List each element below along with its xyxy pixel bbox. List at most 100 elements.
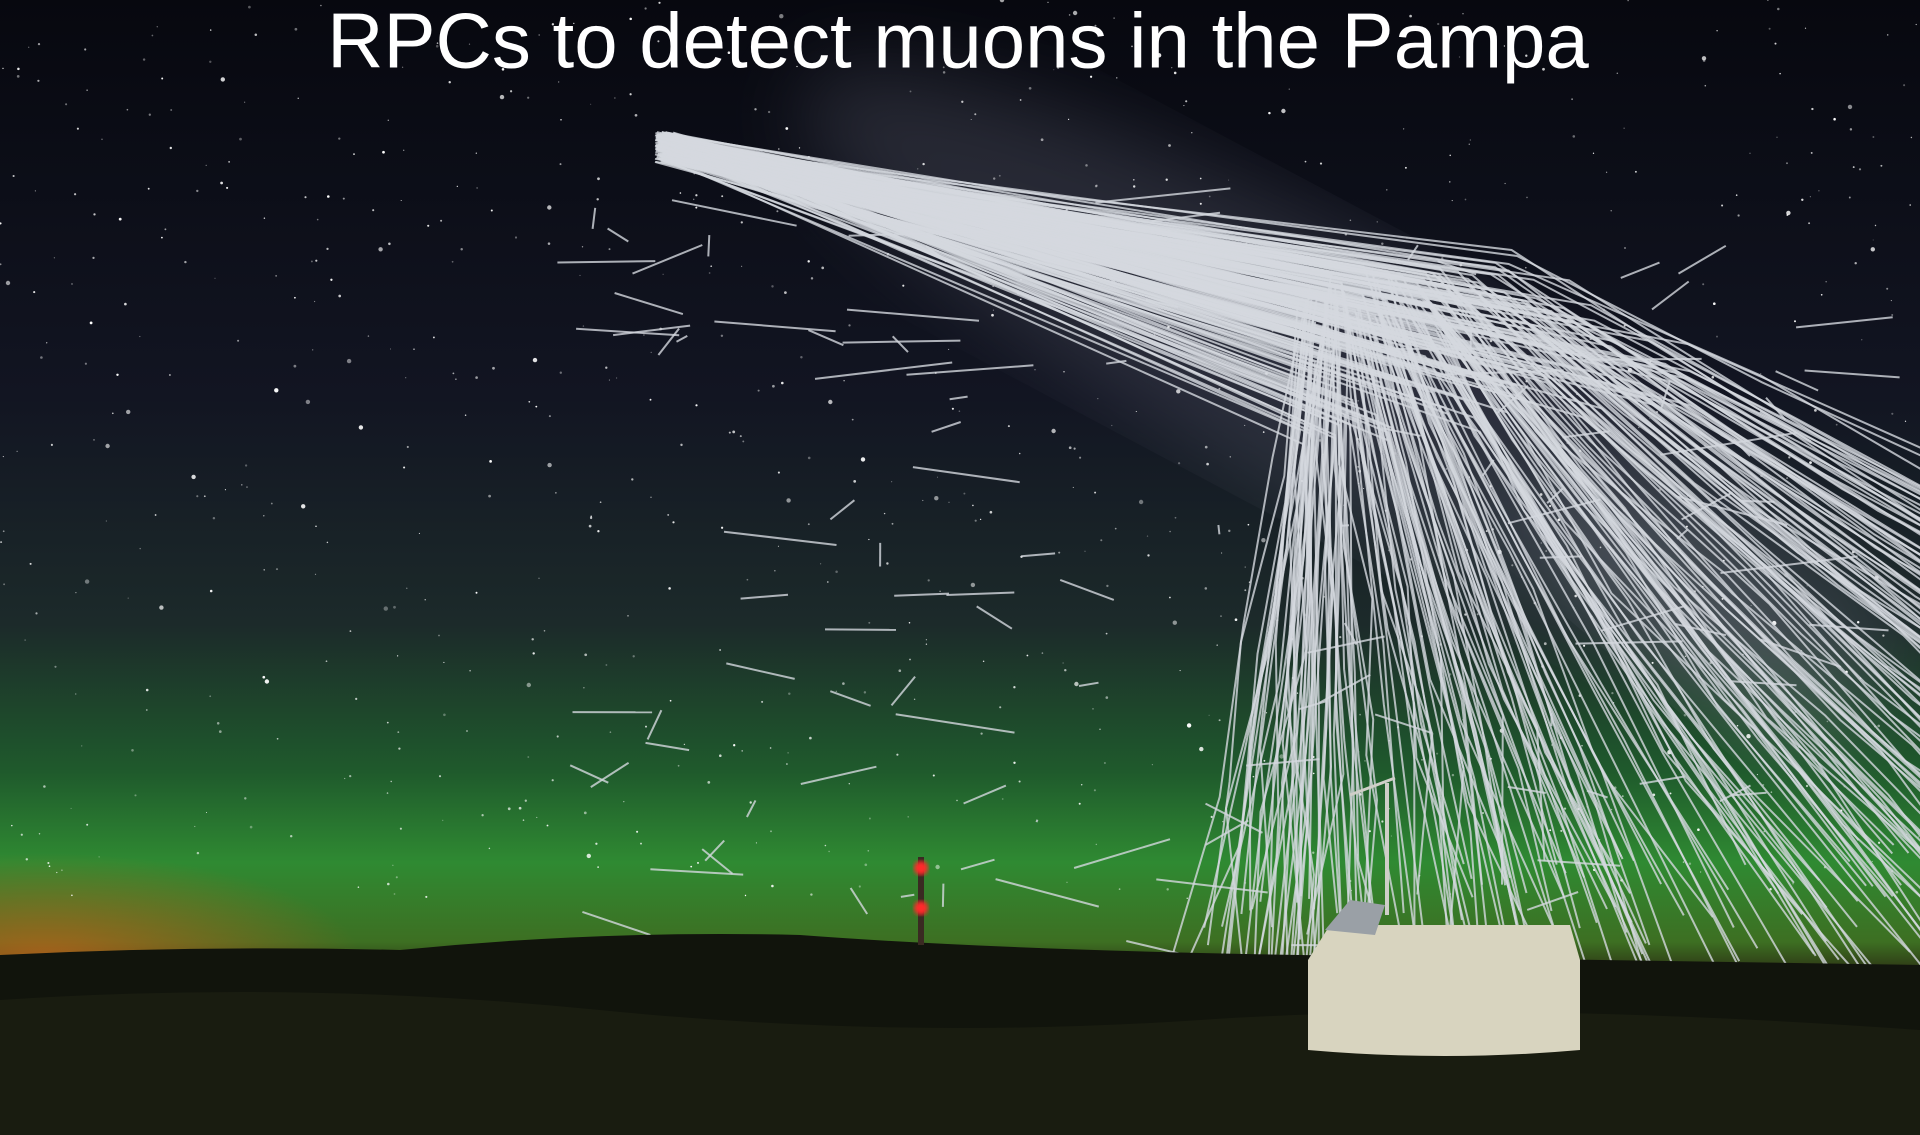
star (1152, 764, 1153, 765)
star (886, 562, 888, 564)
star (596, 198, 598, 200)
star (972, 505, 974, 507)
star (475, 376, 478, 379)
star (1716, 30, 1717, 31)
star (75, 592, 76, 593)
star (1814, 409, 1817, 412)
star (788, 693, 790, 695)
star (239, 138, 242, 141)
star (388, 120, 389, 121)
star (1806, 785, 1808, 787)
star (476, 592, 478, 594)
star (1263, 431, 1265, 433)
star (1339, 636, 1341, 638)
star (993, 310, 994, 311)
star (1526, 197, 1528, 199)
star (1737, 214, 1739, 216)
star (1100, 539, 1102, 541)
star (536, 817, 537, 818)
star (808, 523, 810, 525)
star (729, 432, 731, 434)
star (396, 876, 398, 878)
star (312, 349, 313, 350)
star (975, 520, 977, 522)
star (77, 128, 79, 130)
star (1775, 43, 1777, 45)
star (1541, 542, 1542, 543)
star (407, 446, 409, 448)
star (909, 622, 911, 624)
star (210, 29, 211, 30)
star (1549, 505, 1551, 507)
star (394, 893, 396, 895)
star (38, 43, 40, 45)
star (1887, 34, 1889, 36)
star (684, 744, 685, 745)
star (338, 295, 341, 298)
star (327, 195, 330, 198)
star (1027, 655, 1029, 657)
star (1873, 239, 1874, 240)
star (49, 865, 51, 867)
star (1684, 714, 1686, 716)
star (35, 190, 36, 191)
star (149, 114, 151, 116)
star (1147, 554, 1149, 556)
star (710, 265, 712, 267)
star (1216, 644, 1218, 646)
star (1200, 203, 1202, 205)
star (1364, 760, 1366, 762)
star (71, 808, 72, 809)
star (1573, 135, 1576, 138)
star (390, 781, 391, 782)
star (17, 451, 18, 452)
star (304, 196, 306, 198)
star (1013, 762, 1015, 764)
star (1063, 371, 1064, 372)
star (1872, 861, 1873, 862)
star (43, 785, 46, 788)
star (3, 530, 5, 532)
star (1094, 492, 1096, 494)
star (1449, 155, 1450, 156)
star (680, 192, 682, 194)
star (820, 563, 821, 564)
star (56, 872, 57, 873)
star (315, 526, 317, 528)
star (146, 709, 148, 711)
star (1891, 300, 1892, 301)
star (651, 352, 652, 353)
star (1104, 762, 1106, 764)
star (1209, 196, 1211, 198)
star (1403, 128, 1404, 129)
star (1810, 196, 1811, 197)
star (1244, 589, 1246, 591)
star (527, 97, 529, 99)
star (119, 218, 122, 221)
star (616, 377, 617, 378)
star (1891, 314, 1893, 316)
star (452, 372, 454, 374)
star (852, 419, 854, 421)
slide-title: RPCs to detect muons in the Pampa (327, 0, 1589, 85)
star (1266, 712, 1267, 713)
star (582, 246, 583, 247)
star (17, 75, 20, 78)
star (400, 828, 402, 830)
branch-track (943, 884, 944, 907)
star (1777, 8, 1780, 11)
star (848, 324, 850, 326)
star (143, 58, 145, 60)
star (1136, 411, 1137, 412)
star (1066, 882, 1067, 883)
star (909, 659, 911, 661)
star (1886, 288, 1888, 290)
star (489, 848, 491, 850)
star (126, 410, 130, 414)
star (225, 489, 226, 490)
star (590, 104, 591, 105)
star (245, 464, 247, 466)
star (1206, 463, 1209, 466)
star (134, 794, 136, 796)
star (237, 340, 239, 342)
